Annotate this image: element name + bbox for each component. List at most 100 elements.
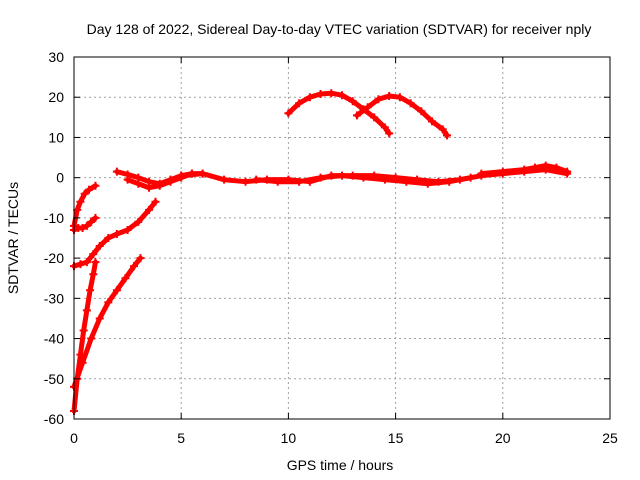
data-point (220, 175, 229, 184)
data-point (380, 175, 389, 184)
data-point (498, 167, 507, 176)
y-tick-label: -30 (44, 290, 64, 306)
y-tick-label: -50 (44, 371, 64, 387)
data-point (406, 99, 415, 108)
series-arc-12 (353, 92, 452, 140)
data-point (134, 217, 143, 226)
data-point (112, 167, 121, 176)
data-point (353, 111, 362, 120)
data-point (134, 179, 143, 188)
data-point (87, 217, 96, 226)
data-point (348, 97, 357, 106)
chart-title: Day 128 of 2022, Sidereal Day-to-day VTE… (87, 21, 592, 37)
y-tick-label: -20 (44, 250, 64, 266)
data-point (438, 125, 447, 134)
data-point (305, 93, 314, 102)
data-point (87, 334, 96, 343)
data-point (91, 181, 100, 190)
y-tick-label: 10 (48, 129, 64, 145)
data-point (80, 189, 89, 198)
data-point (112, 229, 121, 238)
data-point (145, 205, 154, 214)
data-point (395, 93, 404, 102)
data-point (385, 92, 394, 101)
data-point (443, 131, 452, 140)
data-point (104, 298, 113, 307)
data-point (252, 175, 261, 184)
data-point (155, 181, 164, 190)
data-point (273, 177, 282, 186)
data-point (445, 177, 454, 186)
data-point (95, 242, 104, 251)
data-point (78, 358, 87, 367)
data-point (374, 95, 383, 104)
data-point (477, 169, 486, 178)
data-point (380, 123, 389, 132)
y-tick-label: 30 (48, 49, 64, 65)
data-point (316, 173, 325, 182)
data-point (530, 163, 539, 172)
data-point (151, 197, 160, 206)
series-layer (70, 89, 572, 415)
data-point (123, 225, 132, 234)
x-tick-label: 20 (495, 430, 511, 446)
series-arc-11 (284, 89, 394, 138)
data-point (295, 177, 304, 186)
data-point (89, 250, 98, 259)
data-point (552, 163, 561, 172)
data-point (112, 286, 121, 295)
data-point (136, 254, 145, 263)
data-point (363, 103, 372, 112)
y-tick-label: 20 (48, 89, 64, 105)
y-axis-label: SDTVAR / TECUs (5, 182, 21, 294)
data-point (177, 171, 186, 180)
data-point (563, 167, 572, 176)
y-tick-label: 0 (56, 170, 64, 186)
data-point (327, 89, 336, 98)
data-point (520, 165, 529, 174)
data-point (85, 185, 94, 194)
data-point (466, 173, 475, 182)
y-tick-label: -40 (44, 331, 64, 347)
data-point (541, 161, 550, 170)
x-tick-label: 0 (70, 430, 78, 446)
grid (74, 57, 610, 419)
data-point (95, 314, 104, 323)
series-arc-10 (477, 161, 572, 178)
data-point (82, 221, 91, 230)
series-arc-2 (70, 254, 145, 391)
data-point (104, 234, 113, 242)
data-point (385, 129, 394, 138)
x-axis-label: GPS time / hours (287, 457, 394, 473)
data-point (241, 177, 250, 186)
data-point (316, 90, 325, 99)
data-point (76, 197, 85, 206)
x-tick-label: 25 (602, 430, 618, 446)
series-arc-4 (70, 181, 100, 230)
data-point (338, 171, 346, 180)
data-point (198, 169, 207, 178)
plot-frame (73, 56, 611, 420)
data-point (338, 91, 346, 100)
data-point (359, 173, 368, 182)
data-point (86, 286, 95, 295)
data-point (423, 179, 432, 188)
data-point (417, 107, 426, 116)
x-tick-label: 15 (388, 430, 404, 446)
data-point (428, 117, 437, 126)
series-arc-9 (252, 171, 475, 188)
data-point (145, 183, 154, 192)
data-point (91, 258, 100, 267)
y-tick-label: -60 (44, 411, 64, 427)
data-point (284, 109, 293, 118)
y-tick-label: -10 (44, 210, 64, 226)
data-point (295, 99, 304, 108)
data-point (402, 177, 411, 186)
data-point (82, 258, 91, 267)
ticks: 0 5 10 15 20 25 -60 -50 -40 -30 -20 -10 0 10 20 30 (44, 49, 618, 446)
data-point (166, 177, 175, 186)
x-tick-label: 5 (177, 430, 185, 446)
data-point (76, 260, 85, 269)
